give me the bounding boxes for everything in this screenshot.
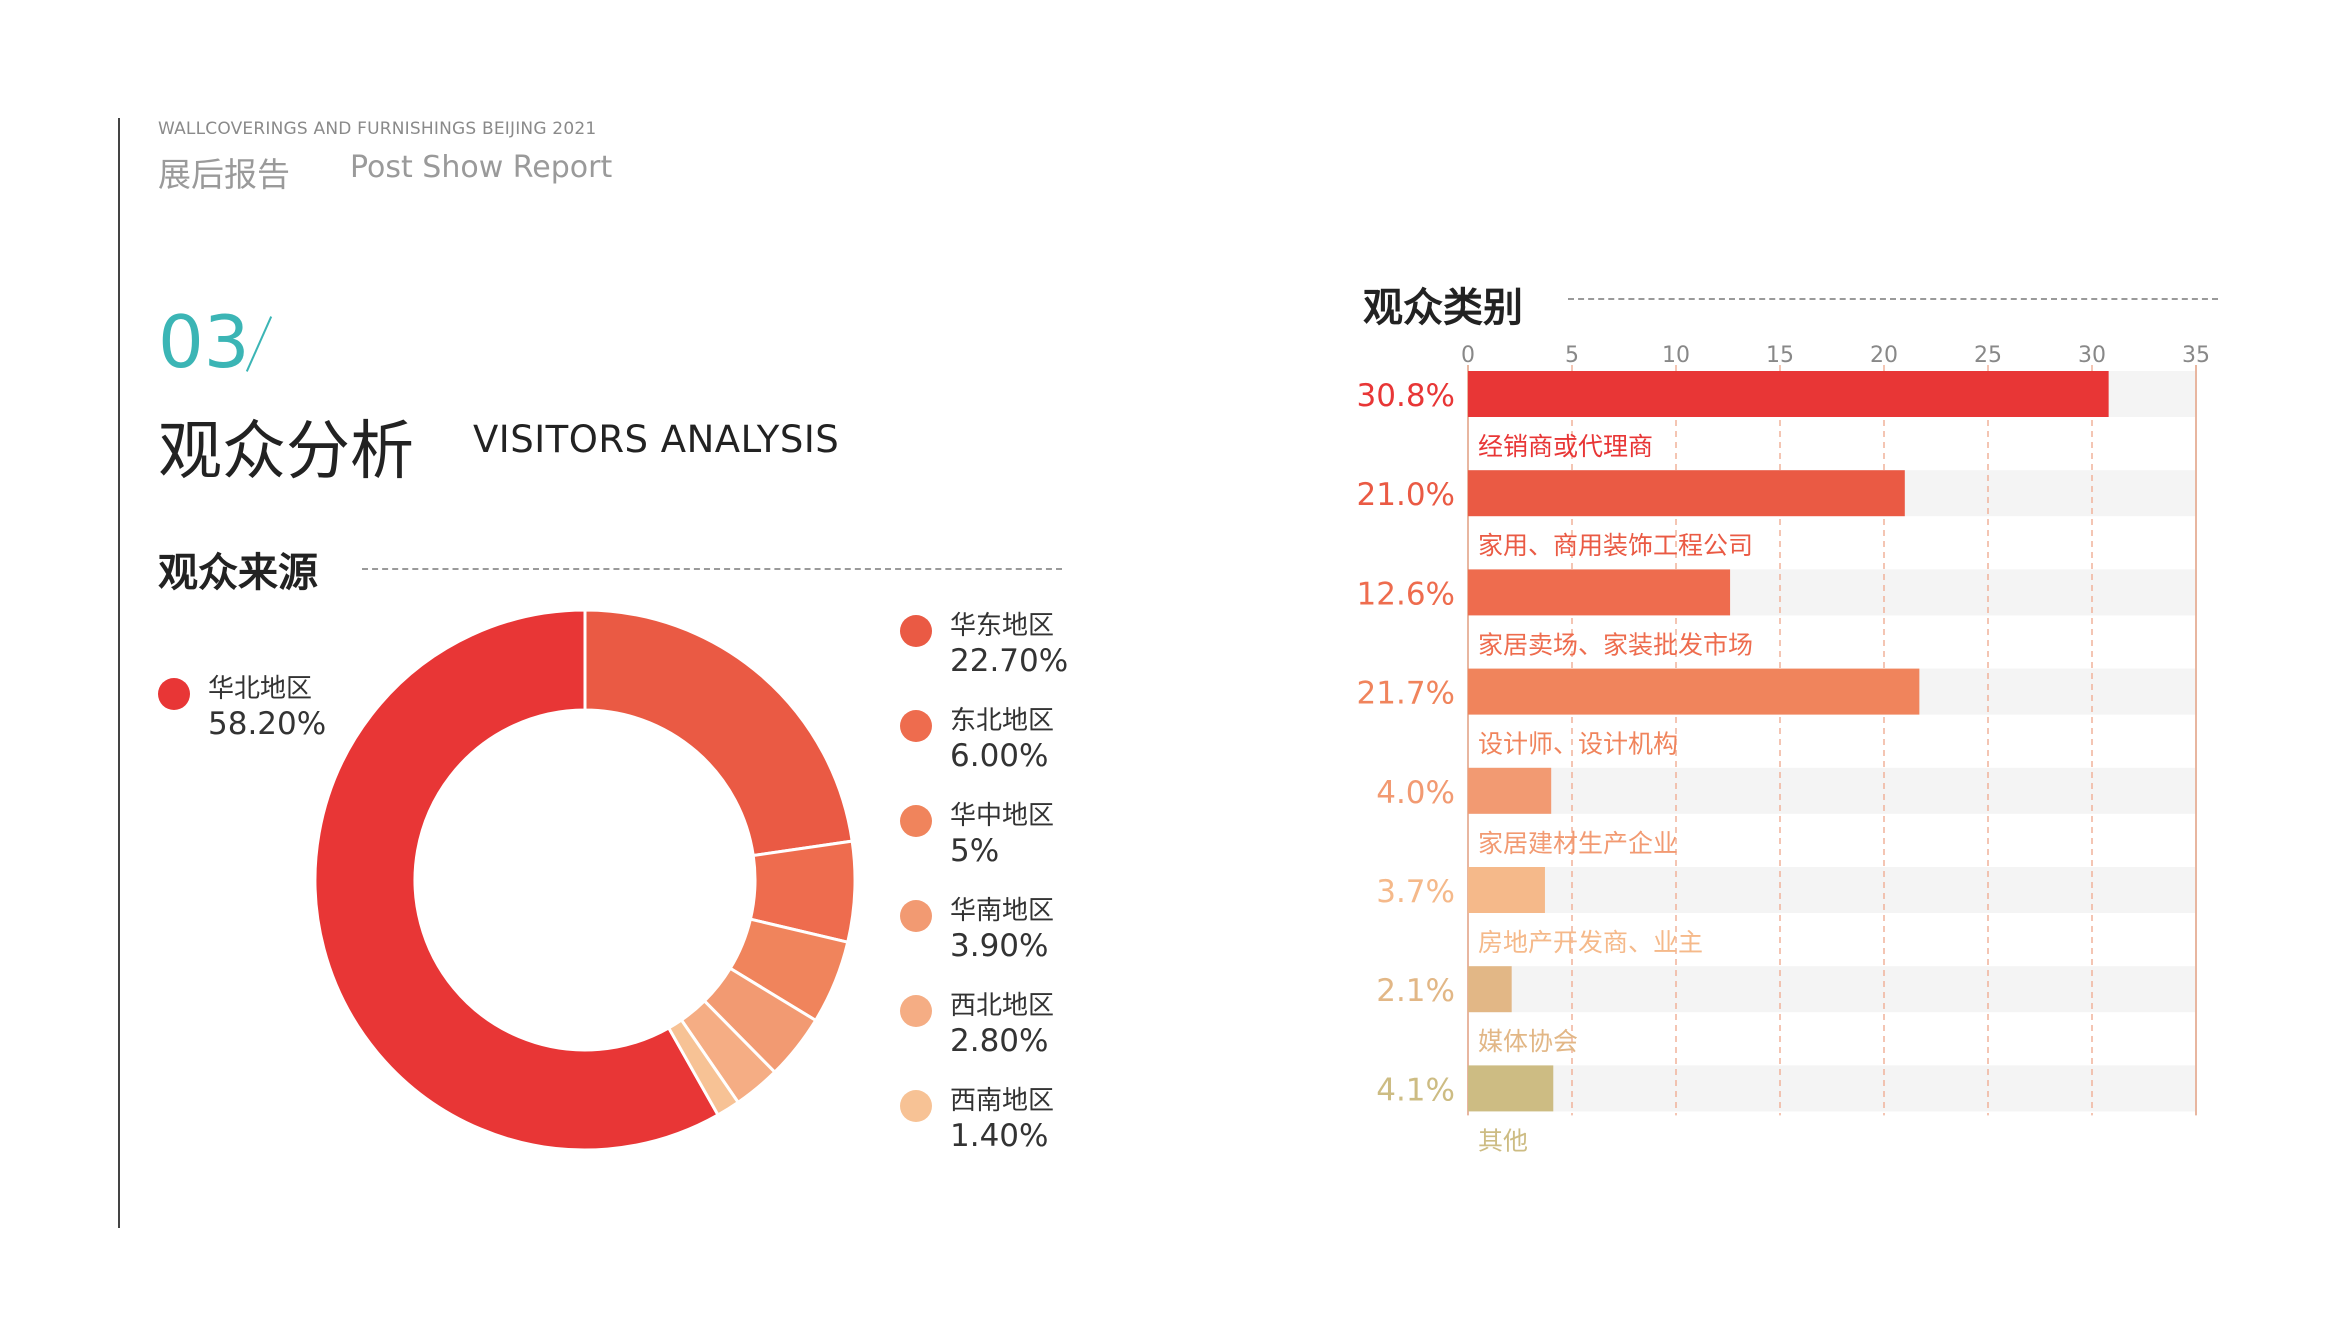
legend-value: 3.90% <box>950 928 1049 964</box>
bar-value-label: 12.6% <box>1357 576 1455 612</box>
donut-slice-6 <box>666 1017 741 1117</box>
bar-value-label: 4.0% <box>1376 775 1455 811</box>
legend-dot <box>158 678 190 710</box>
legend-dot <box>900 900 932 932</box>
legend-name: 华中地区 <box>950 801 1055 831</box>
x-tick-label: 0 <box>1461 343 1475 368</box>
left-vertical-rule <box>118 118 120 1228</box>
donut-slice-0 <box>313 608 721 1152</box>
legend-value: 58.20% <box>208 706 327 742</box>
bar-chart-title: 观众类别 <box>1363 285 1523 331</box>
bar <box>1468 966 1512 1013</box>
legend-name: 东北地区 <box>950 706 1055 736</box>
legend-name: 华北地区 <box>208 674 313 704</box>
x-tick-label: 15 <box>1766 343 1794 368</box>
legend-value: 22.70% <box>950 643 1069 679</box>
bar-category-label: 经销商或代理商 <box>1478 432 1653 461</box>
x-tick-label: 30 <box>2078 343 2106 368</box>
legend-name: 西北地区 <box>950 991 1055 1021</box>
x-tick-label: 20 <box>1870 343 1898 368</box>
bar-value-label: 3.7% <box>1376 874 1455 910</box>
x-tick-label: 5 <box>1565 343 1579 368</box>
section-title-cn: 观众分析 <box>158 415 414 489</box>
event-name-en: WALLCOVERINGS AND FURNISHINGS BEIJING 20… <box>158 119 597 139</box>
bar-category-label: 家居建材生产企业 <box>1478 829 1678 858</box>
bar-category-label: 家用、商用装饰工程公司 <box>1478 531 1753 560</box>
legend-dot <box>900 805 932 837</box>
bar-value-label: 21.7% <box>1357 676 1455 712</box>
bar-track <box>1468 867 2196 913</box>
donut-title-divider <box>362 568 1062 570</box>
legend-value: 2.80% <box>950 1023 1049 1059</box>
legend-name: 西南地区 <box>950 1086 1055 1116</box>
bar-value-label: 30.8% <box>1357 378 1455 414</box>
bar <box>1468 767 1552 814</box>
bar-track <box>1468 767 2196 814</box>
bar-value-label: 2.1% <box>1376 973 1455 1009</box>
x-tick-label: 10 <box>1662 343 1690 368</box>
x-tick-label: 25 <box>1974 343 2002 368</box>
bar-category-label: 房地产开发商、业主 <box>1478 928 1703 957</box>
bar-category-label: 媒体协会 <box>1478 1027 1578 1056</box>
bar-value-label: 4.1% <box>1376 1072 1455 1108</box>
legend-name: 华东地区 <box>950 611 1055 641</box>
bar <box>1468 1065 1554 1112</box>
legend-dot <box>900 615 932 647</box>
bar <box>1468 867 1545 913</box>
bar-value-label: 21.0% <box>1357 477 1455 513</box>
bar <box>1468 470 1905 517</box>
donut-slice-1 <box>583 608 854 858</box>
bar-title-divider <box>1568 298 2218 300</box>
bar-track <box>1468 1065 2196 1112</box>
bar-category-label: 其他 <box>1478 1126 1528 1155</box>
section-number: 03 <box>158 300 250 384</box>
report-title-cn: 展后报告 <box>158 155 290 194</box>
legend-dot <box>900 710 932 742</box>
legend-value: 5% <box>950 833 1000 869</box>
legend-dot <box>900 995 932 1027</box>
bar-category-label: 设计师、设计机构 <box>1478 730 1678 759</box>
bar-track <box>1468 966 2196 1013</box>
legend-dot <box>900 1090 932 1122</box>
donut-chart-title: 观众来源 <box>158 550 318 596</box>
legend-value: 6.00% <box>950 738 1049 774</box>
legend-name: 华南地区 <box>950 896 1055 926</box>
bar-category-label: 家居卖场、家装批发市场 <box>1478 630 1753 659</box>
report-title-en: Post Show Report <box>350 150 613 185</box>
section-title-en: VISITORS ANALYSIS <box>473 418 840 461</box>
bar <box>1468 668 1920 715</box>
x-tick-label: 35 <box>2182 343 2210 368</box>
legend-value: 1.40% <box>950 1118 1049 1154</box>
bar <box>1468 371 2109 417</box>
bar <box>1468 569 1731 616</box>
